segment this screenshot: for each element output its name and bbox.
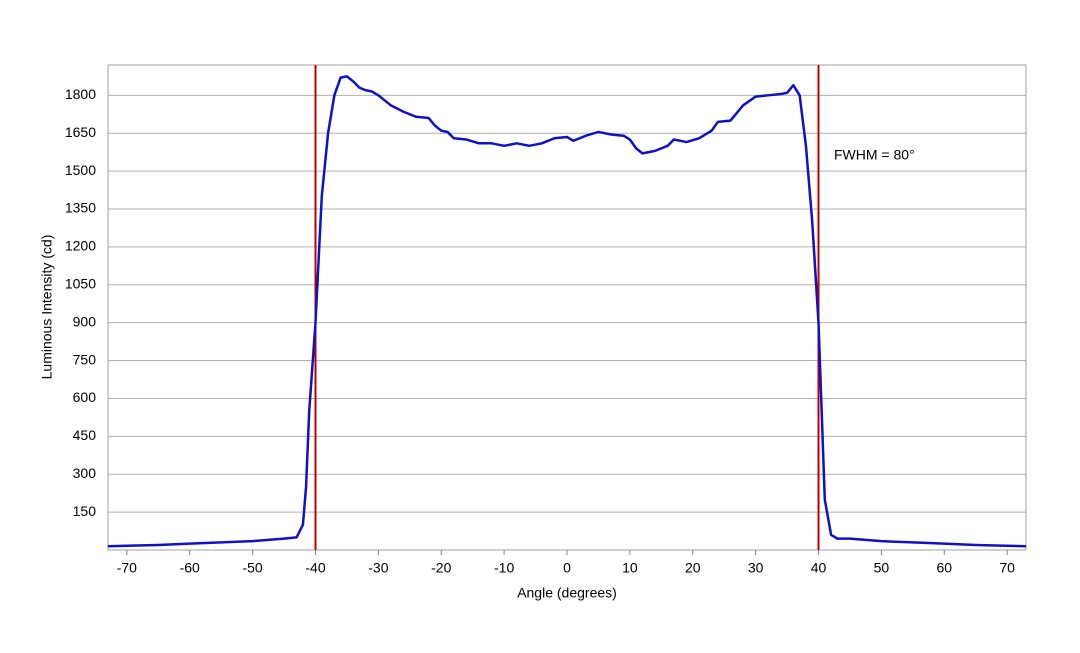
- x-tick-label: -70: [117, 560, 137, 576]
- x-axis-label: Angle (degrees): [517, 585, 617, 601]
- x-tick-label: 60: [936, 560, 952, 576]
- y-tick-label: 1350: [65, 200, 96, 216]
- x-tick-label: -10: [494, 560, 514, 576]
- x-tick-label: 30: [748, 560, 764, 576]
- y-tick-label: 750: [73, 351, 97, 367]
- x-tick-label: 10: [622, 560, 638, 576]
- y-tick-label: 150: [73, 503, 97, 519]
- y-tick-label: 1200: [65, 238, 96, 254]
- x-tick-label: -40: [305, 560, 325, 576]
- y-axis-label: Luminous Intensity (cd): [39, 235, 55, 380]
- y-tick-label: 600: [73, 389, 97, 405]
- y-tick-label: 900: [73, 313, 97, 329]
- x-tick-label: -20: [431, 560, 451, 576]
- x-tick-label: 0: [563, 560, 571, 576]
- y-tick-label: 1800: [65, 86, 96, 102]
- annotation: FWHM = 80°: [834, 147, 915, 163]
- x-tick-label: 40: [811, 560, 827, 576]
- x-tick-label: -50: [242, 560, 262, 576]
- y-tick-label: 450: [73, 427, 97, 443]
- y-tick-label: 1500: [65, 162, 96, 178]
- y-tick-label: 300: [73, 465, 97, 481]
- y-tick-label: 1050: [65, 275, 96, 291]
- y-tick-label: 1650: [65, 124, 96, 140]
- x-tick-label: 20: [685, 560, 701, 576]
- x-tick-label: -60: [180, 560, 200, 576]
- x-tick-label: 70: [999, 560, 1015, 576]
- x-tick-label: -30: [368, 560, 388, 576]
- x-tick-label: 50: [874, 560, 890, 576]
- data-line: [107, 75, 1027, 548]
